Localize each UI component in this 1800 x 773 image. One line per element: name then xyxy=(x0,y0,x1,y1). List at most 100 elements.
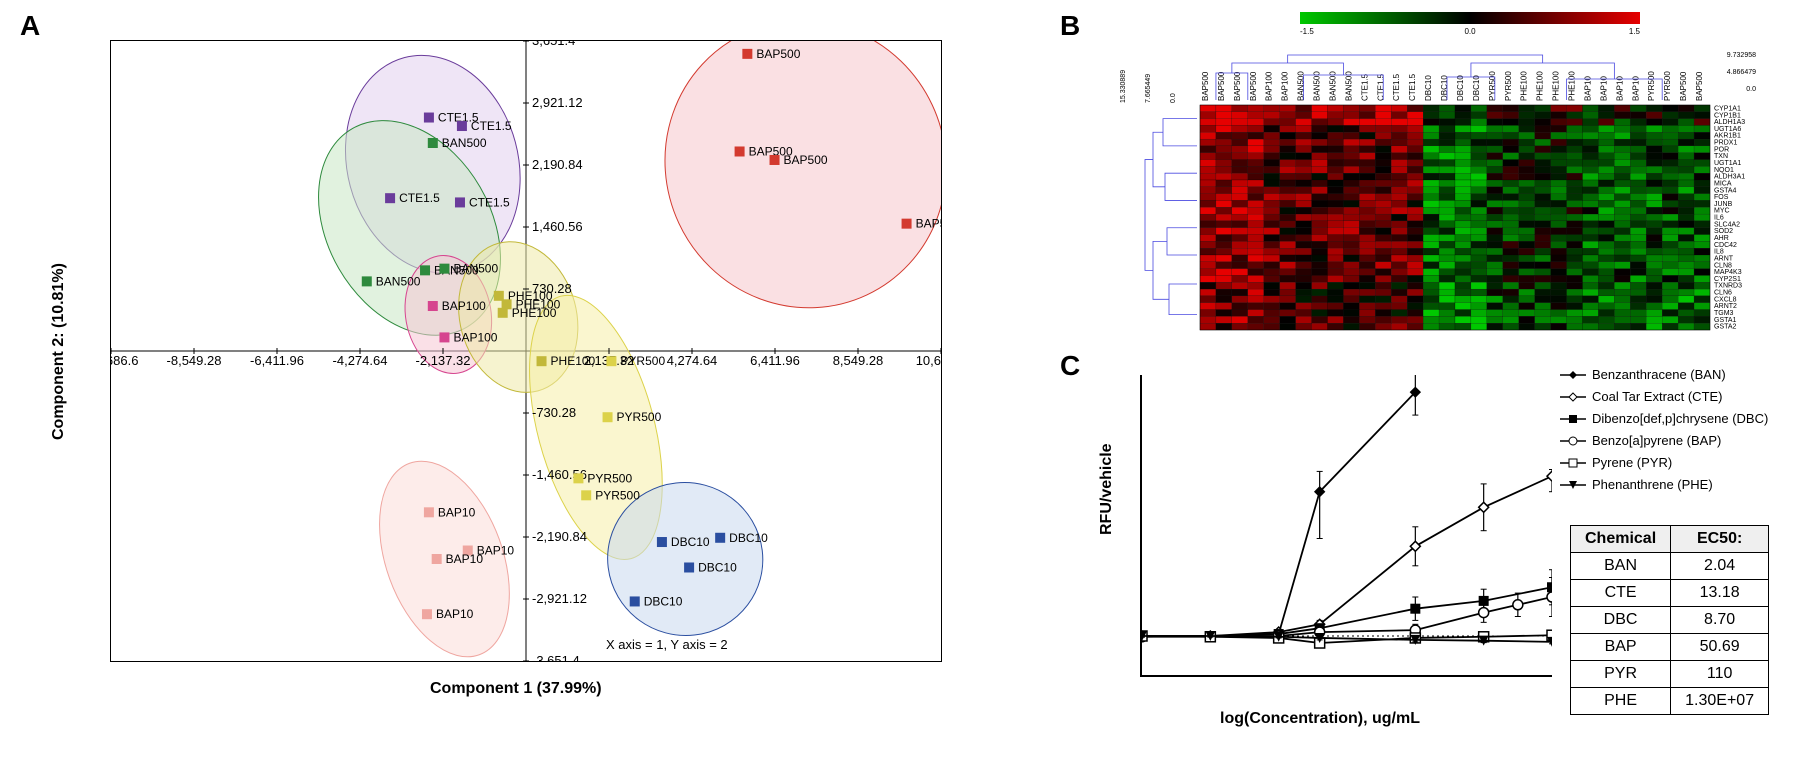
heatmap-cell xyxy=(1296,221,1312,228)
heatmap-cell xyxy=(1423,228,1439,235)
heatmap-cell xyxy=(1583,119,1599,126)
panel-c-legend: Benzanthracene (BAN)Coal Tar Extract (CT… xyxy=(1560,365,1780,497)
heatmap-cell xyxy=(1583,153,1599,160)
heatmap-cell xyxy=(1328,262,1344,269)
pca-x-tick: -6,411.96 xyxy=(250,353,304,368)
heatmap-cell xyxy=(1328,303,1344,310)
table-cell: 110 xyxy=(1671,661,1769,688)
heatmap-cell xyxy=(1280,132,1296,139)
pca-point-label: BAP500 xyxy=(916,217,941,231)
heatmap-cell xyxy=(1487,153,1503,160)
heatmap-cell xyxy=(1200,207,1216,214)
pca-point xyxy=(684,562,694,572)
heatmap-cell xyxy=(1200,310,1216,317)
legend-label: Dibenzo[def,p]chrysene (DBC) xyxy=(1592,409,1768,429)
heatmap-cell xyxy=(1232,132,1248,139)
heatmap-cell xyxy=(1503,248,1519,255)
heatmap-cell xyxy=(1471,132,1487,139)
panel-a: -10,686.6-8,549.28-6,411.96-4,274.64-2,1… xyxy=(10,20,1050,760)
heatmap-cell xyxy=(1487,207,1503,214)
heatmap-col-label: PYR500 xyxy=(1504,71,1513,101)
legend-row: Phenanthrene (PHE) xyxy=(1560,475,1780,495)
heatmap-cell xyxy=(1678,200,1694,207)
heatmap-cell xyxy=(1232,235,1248,242)
heatmap-cell xyxy=(1614,303,1630,310)
heatmap-cell xyxy=(1312,248,1328,255)
heatmap-cell xyxy=(1264,296,1280,303)
heatmap-cell xyxy=(1439,235,1455,242)
heatmap-cell xyxy=(1694,125,1710,132)
heatmap-cell xyxy=(1439,105,1455,112)
heatmap-cell xyxy=(1375,296,1391,303)
heatmap-cell xyxy=(1630,310,1646,317)
heatmap-cell xyxy=(1423,289,1439,296)
heatmap-cell xyxy=(1487,269,1503,276)
heatmap-cell xyxy=(1630,180,1646,187)
heatmap-cell xyxy=(1248,296,1264,303)
pca-y-tick: -2,921.12 xyxy=(532,591,587,606)
heatmap-cell xyxy=(1343,112,1359,119)
heatmap-cell xyxy=(1359,255,1375,262)
heatmap-cell xyxy=(1312,316,1328,323)
heatmap-cell xyxy=(1248,194,1264,201)
heatmap-cell xyxy=(1678,194,1694,201)
heatmap-cell xyxy=(1551,221,1567,228)
legend-row: Benzo[a]pyrene (BAP) xyxy=(1560,431,1780,451)
heatmap-cell xyxy=(1694,241,1710,248)
heatmap-cell xyxy=(1216,119,1232,126)
heatmap-cell xyxy=(1343,132,1359,139)
heatmap-cell xyxy=(1694,194,1710,201)
heatmap-cell xyxy=(1583,275,1599,282)
heatmap-cell xyxy=(1551,296,1567,303)
heatmap-cell xyxy=(1614,296,1630,303)
heatmap-cell xyxy=(1328,125,1344,132)
heatmap-cell xyxy=(1200,214,1216,221)
heatmap-cell xyxy=(1248,282,1264,289)
heatmap-cell xyxy=(1200,323,1216,330)
heatmap-cell xyxy=(1423,125,1439,132)
heatmap-cell xyxy=(1280,255,1296,262)
heatmap-cell xyxy=(1312,112,1328,119)
heatmap-cell xyxy=(1423,194,1439,201)
pca-point xyxy=(630,596,640,606)
heatmap-cell xyxy=(1296,180,1312,187)
heatmap-cell xyxy=(1200,153,1216,160)
heatmap-cell xyxy=(1391,207,1407,214)
heatmap-cell xyxy=(1519,282,1535,289)
heatmap-col-label: DBC10 xyxy=(1424,75,1433,101)
heatmap-cell xyxy=(1328,241,1344,248)
heatmap-cell xyxy=(1598,146,1614,153)
heatmap-cell xyxy=(1503,241,1519,248)
heatmap-cell xyxy=(1423,310,1439,317)
table-row: CTE13.18 xyxy=(1571,580,1769,607)
heatmap-cell xyxy=(1487,296,1503,303)
heatmap-cell xyxy=(1248,187,1264,194)
heatmap-cell xyxy=(1328,160,1344,167)
heatmap-cell xyxy=(1296,139,1312,146)
heatmap-cell xyxy=(1503,146,1519,153)
heatmap-cell xyxy=(1328,166,1344,173)
svg-text:-1.5: -1.5 xyxy=(1300,27,1314,36)
heatmap-cell xyxy=(1312,194,1328,201)
heatmap-cell xyxy=(1646,310,1662,317)
pca-x-tick: 8,549.28 xyxy=(833,353,884,368)
heatmap-cell xyxy=(1583,105,1599,112)
heatmap-cell xyxy=(1678,296,1694,303)
heatmap-cell xyxy=(1471,200,1487,207)
heatmap-cell xyxy=(1264,112,1280,119)
heatmap-col-label: PHE100 xyxy=(1568,71,1577,101)
heatmap-cell xyxy=(1503,235,1519,242)
heatmap-cell xyxy=(1630,173,1646,180)
heatmap-cell xyxy=(1375,153,1391,160)
heatmap-cell xyxy=(1343,269,1359,276)
pca-point xyxy=(422,609,432,619)
heatmap-cell xyxy=(1471,248,1487,255)
heatmap-cell xyxy=(1678,125,1694,132)
heatmap-cell xyxy=(1598,296,1614,303)
heatmap-cell xyxy=(1328,146,1344,153)
heatmap-cell xyxy=(1503,323,1519,330)
heatmap-cell xyxy=(1535,282,1551,289)
heatmap-cell xyxy=(1391,166,1407,173)
heatmap-cell xyxy=(1423,173,1439,180)
heatmap-cell xyxy=(1694,282,1710,289)
